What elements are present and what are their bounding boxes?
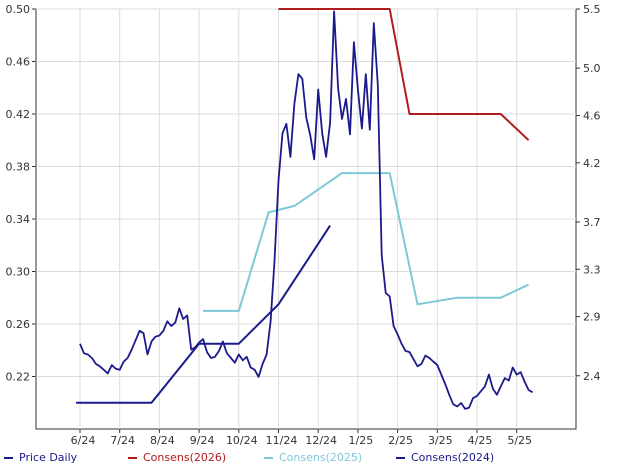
legend-item-consens-2026: Consens(2026) <box>128 451 226 464</box>
right-tick-label: 2.4 <box>583 370 601 383</box>
legend-item-consens-2025: Consens(2025) <box>264 451 362 464</box>
legend-swatch-consens-2026 <box>128 456 137 459</box>
legend-item-price-daily: Price Daily <box>4 451 77 464</box>
legend-swatch-price-daily <box>4 456 13 459</box>
x-tick-label: 8/24 <box>150 434 175 447</box>
grid <box>36 8 576 429</box>
x-axis: 6/24 7/24 8/24 9/24 10/24 11/24 12/24 1/25 2/25 3… <box>71 429 532 447</box>
x-tick-label: 5/25 <box>507 434 532 447</box>
right-tick-label: 3.7 <box>583 216 601 229</box>
left-tick-label: 0.42 <box>6 108 31 121</box>
series-line-consens-2024 <box>76 225 331 404</box>
right-axis: 5.5 5.0 4.6 4.2 3.7 3.3 2.9 2.4 <box>576 3 601 383</box>
x-tick-label: 4/25 <box>468 434 493 447</box>
x-tick-label: 12/24 <box>305 434 337 447</box>
legend-label-consens-2026: Consens(2026) <box>143 451 227 464</box>
x-tick-label: 1/25 <box>349 434 374 447</box>
x-tick-label: 9/24 <box>190 434 215 447</box>
x-tick-label: 11/24 <box>266 434 298 447</box>
left-tick-label: 0.30 <box>6 266 31 279</box>
legend-label-consens-2025: Consens(2025) <box>279 451 363 464</box>
left-tick-label: 0.26 <box>6 318 31 331</box>
right-tick-label: 5.0 <box>583 62 601 75</box>
legend-label-price-daily: Price Daily <box>19 451 78 464</box>
left-axis: 0.50 0.46 0.42 0.38 0.34 0.30 0.26 0.22 <box>6 3 36 384</box>
left-tick-label: 0.38 <box>6 161 31 174</box>
right-tick-label: 2.9 <box>583 311 601 324</box>
series-line-consens-2026 <box>278 8 530 141</box>
x-tick-label: 6/24 <box>71 434 96 447</box>
x-tick-label: 7/24 <box>110 434 135 447</box>
left-tick-label: 0.22 <box>6 371 31 384</box>
legend-swatch-consens-2025 <box>264 456 273 459</box>
right-tick-label: 4.2 <box>583 157 601 170</box>
x-tick-label: 3/25 <box>428 434 453 447</box>
series-line-consens-2025 <box>203 172 530 312</box>
legend-swatch-consens-2024 <box>396 456 405 459</box>
right-tick-label: 4.6 <box>583 109 601 122</box>
right-tick-label: 5.5 <box>583 3 601 16</box>
right-tick-label: 3.3 <box>583 263 601 276</box>
legend-label-consens-2024: Consens(2024) <box>411 451 495 464</box>
x-tick-label: 10/24 <box>226 434 258 447</box>
legend-item-consens-2024: Consens(2024) <box>396 451 494 464</box>
legend: Price Daily Consens(2026) Consens(2025) … <box>0 451 620 469</box>
series-layer <box>76 8 534 410</box>
left-tick-label: 0.46 <box>6 56 31 69</box>
x-tick-label: 2/25 <box>388 434 413 447</box>
left-tick-label: 0.50 <box>6 3 31 16</box>
left-tick-label: 0.34 <box>6 213 31 226</box>
series-line-price-daily <box>79 10 534 410</box>
